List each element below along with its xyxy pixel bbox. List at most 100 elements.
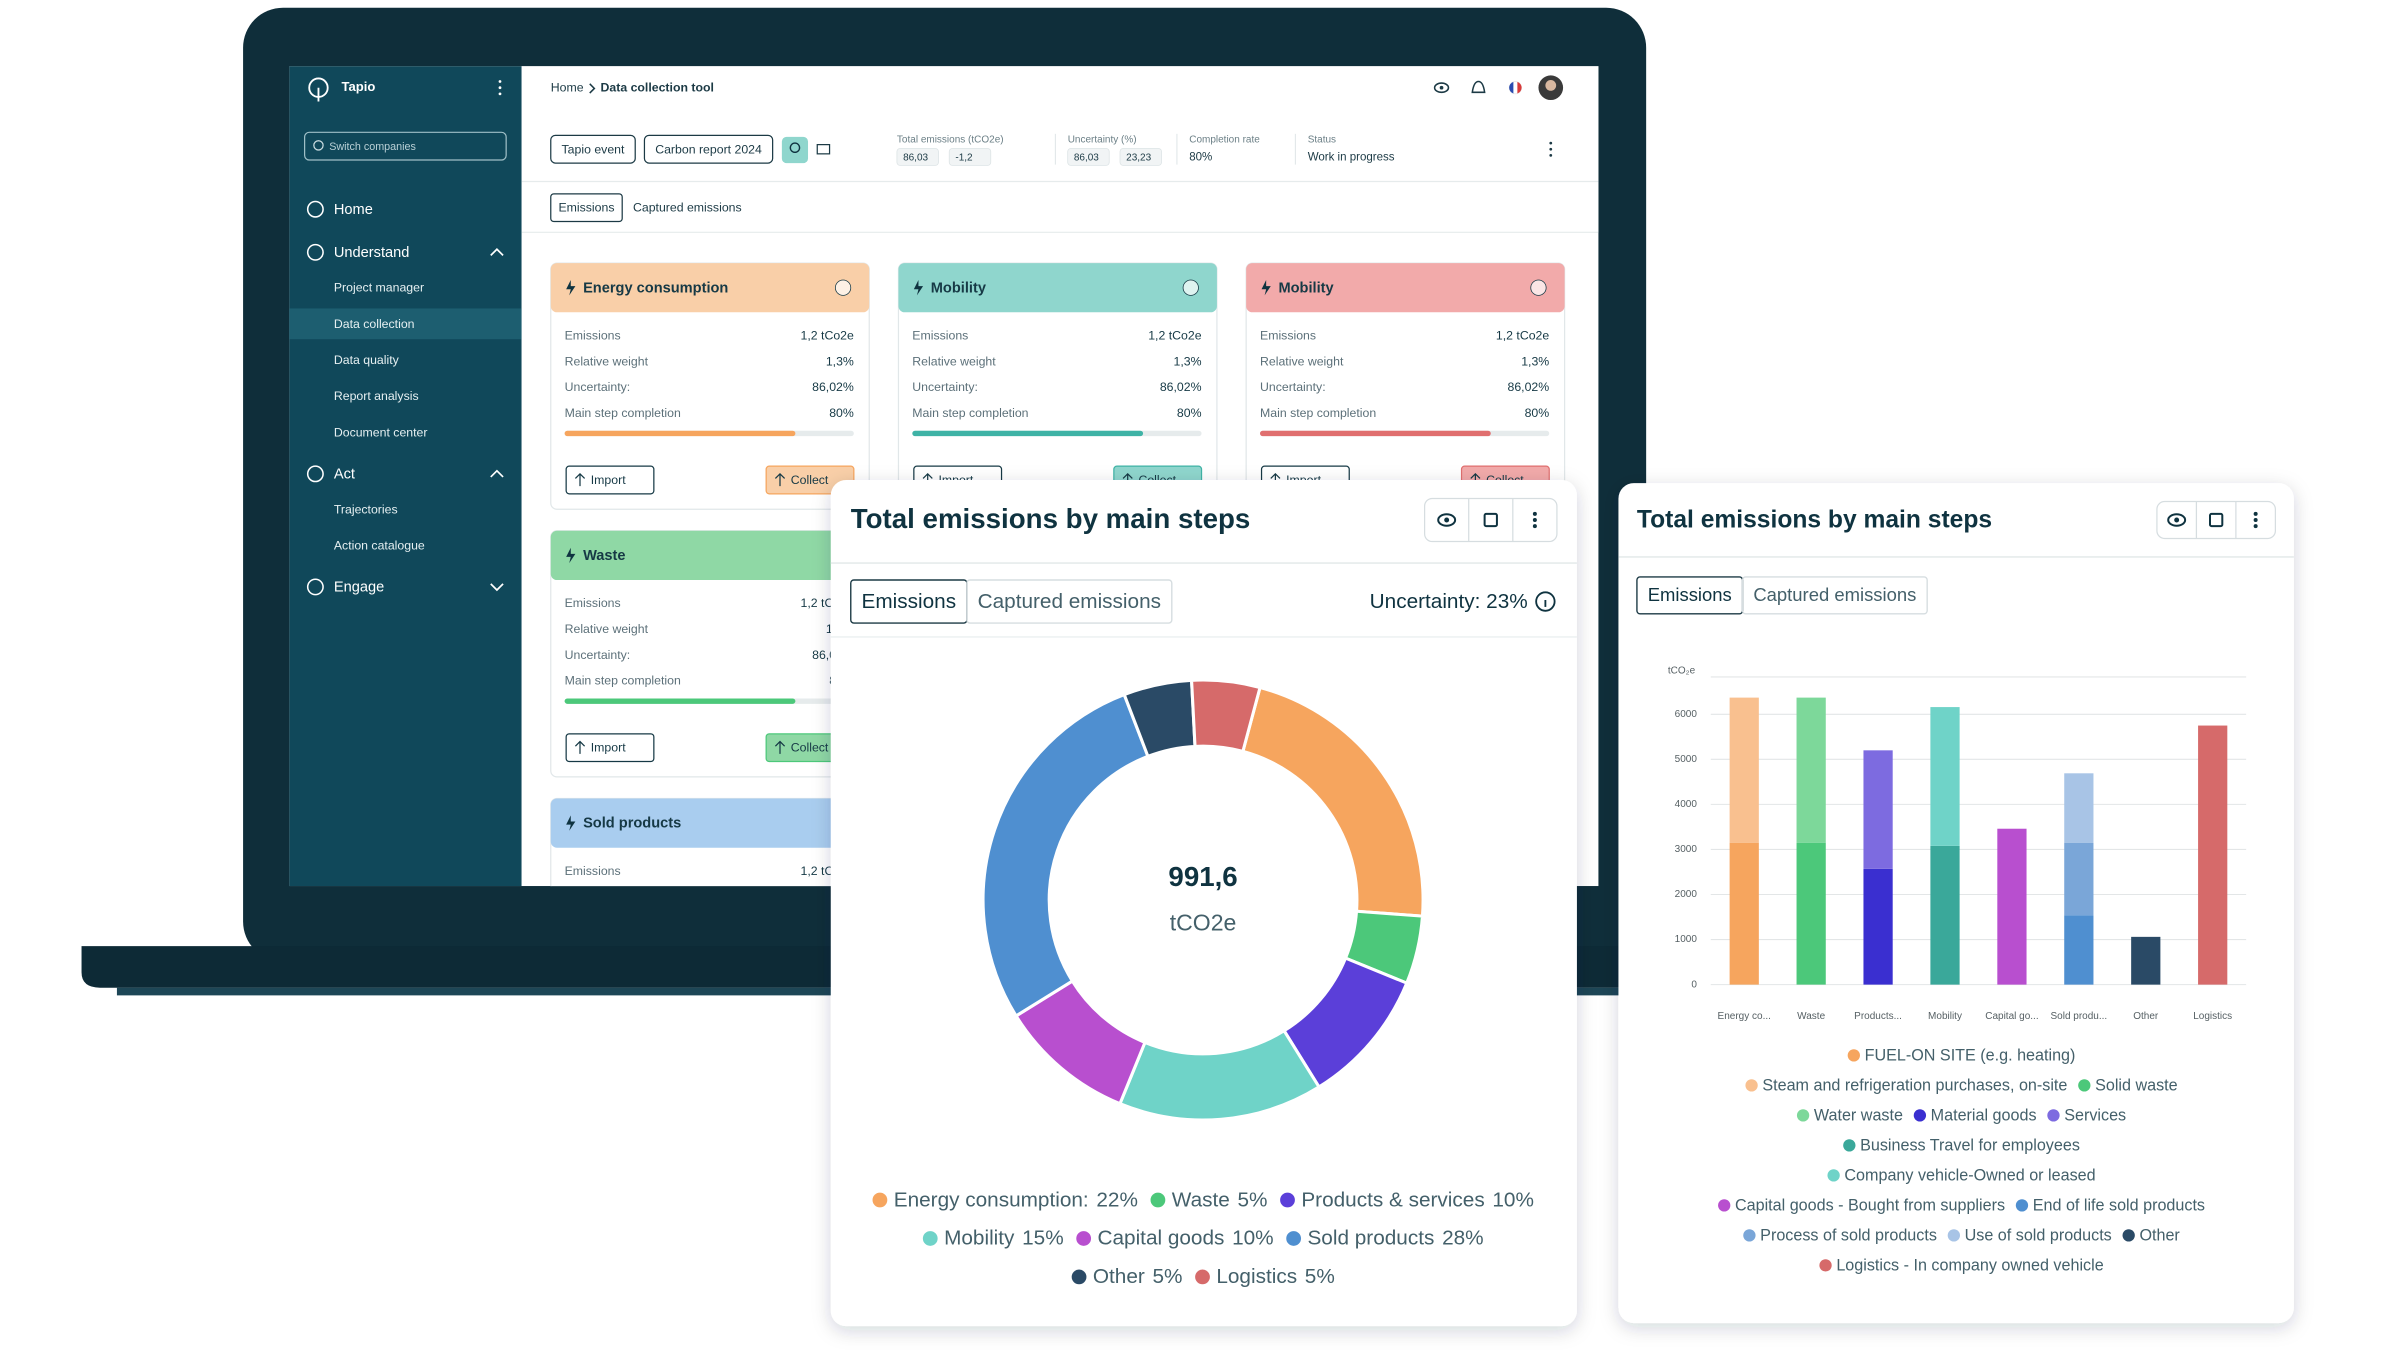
legend-label: Material goods [1931, 1106, 2037, 1124]
kebab-dot[interactable] [1549, 147, 1553, 151]
card-row-label: Main step completion [912, 406, 1028, 420]
tab[interactable] [966, 579, 1173, 624]
legend-swatch [872, 1192, 888, 1208]
y-tick-label: 6000 [1675, 709, 1698, 720]
bar-segment [1863, 750, 1893, 869]
legend-label: Sold products [1307, 1227, 1434, 1250]
progress-fill [564, 698, 796, 704]
card-info[interactable] [1182, 279, 1199, 296]
legend-label: Logistics [1216, 1265, 1297, 1288]
legend-swatch [2078, 1079, 2091, 1092]
card-info[interactable] [835, 279, 852, 296]
legend-label: Energy consumption: [894, 1188, 1089, 1211]
card-button-label[interactable]: Import [591, 473, 626, 487]
legend-value: 5% [1153, 1265, 1183, 1288]
tag-label[interactable]: Tapio event [562, 142, 625, 156]
tab-active[interactable] [550, 193, 623, 223]
nav-item[interactable]: Trajectories [334, 502, 398, 516]
card-button-label[interactable]: Collect [791, 473, 829, 487]
progress-fill [564, 430, 796, 437]
nav-item[interactable]: Report analysis [334, 389, 419, 403]
breadcrumb-chevron [589, 83, 596, 94]
donut-slice [981, 692, 1150, 1019]
search-box[interactable] [304, 131, 507, 161]
legend-label: End of life sold products [2033, 1196, 2205, 1214]
eye-icon[interactable] [1433, 82, 1450, 94]
nav-group[interactable]: Act [334, 466, 355, 482]
second-icon[interactable] [1483, 512, 1498, 528]
y-tick-label: 1000 [1675, 934, 1698, 945]
legend-label: Logistics - In company owned vehicle [1836, 1256, 2103, 1274]
legend-swatch [1819, 1259, 1832, 1272]
kebab-dot[interactable] [1532, 518, 1537, 522]
bell-icon[interactable] [1471, 80, 1486, 94]
legend-value: 28% [1442, 1227, 1484, 1250]
nav-chevron[interactable] [490, 248, 504, 256]
card-row-value: 86,02% [812, 380, 854, 394]
eye-icon[interactable] [2167, 513, 2187, 527]
legend-label: FUEL-ON SITE (e.g. heating) [1865, 1046, 2076, 1064]
legend-swatch [1913, 1109, 1927, 1122]
tab-label[interactable]: Captured emissions [978, 590, 1161, 613]
card-header [898, 263, 1217, 313]
eye-icon[interactable] [1437, 513, 1457, 527]
card-row-label: Emissions [565, 328, 621, 342]
tab-label[interactable]: Emissions [1648, 584, 1732, 605]
tab[interactable] [1741, 576, 1928, 615]
tab-label[interactable]: Captured emissions [633, 201, 742, 215]
stat-value-box [896, 148, 939, 166]
card-info[interactable] [1530, 279, 1547, 296]
card-header [550, 530, 870, 580]
nav-item[interactable]: Action catalogue [334, 538, 425, 552]
info-icon[interactable] [1535, 591, 1556, 612]
legend-swatch [1745, 1079, 1758, 1092]
card-button[interactable] [565, 465, 655, 495]
kebab-dot[interactable] [2253, 511, 2258, 516]
bar-segment [1930, 707, 1960, 846]
second-icon[interactable] [2209, 512, 2224, 528]
card-button-label[interactable]: Import [591, 741, 626, 755]
sidebar [289, 66, 522, 887]
uncertainty: Uncertainty: 23% [1370, 590, 1528, 613]
card-row-label: Relative weight [565, 622, 649, 636]
bar-segment [2064, 915, 2094, 985]
kebab-dot[interactable] [2253, 524, 2258, 529]
nav-group[interactable]: Engage [334, 580, 384, 596]
card-button[interactable] [565, 733, 655, 763]
nav-item[interactable]: Data collection [334, 317, 415, 331]
tag-label[interactable]: Carbon report 2024 [655, 142, 762, 156]
bar-segment [1863, 868, 1893, 985]
bolt-icon [913, 280, 924, 296]
tab-label[interactable]: Emissions [558, 201, 614, 215]
kebab-dot[interactable] [1549, 141, 1553, 145]
kebab-dot[interactable] [1532, 511, 1537, 516]
legend-swatch [1280, 1192, 1295, 1208]
card-row-value: 86,02% [1508, 380, 1550, 394]
nav-group[interactable]: Home [334, 202, 373, 218]
nav-item[interactable]: Project manager [334, 281, 424, 295]
card-header [1246, 263, 1565, 313]
kebab-dot[interactable] [2253, 518, 2258, 522]
tab-label[interactable]: Captured emissions [1753, 584, 1916, 605]
bolt-icon [566, 280, 576, 296]
breadcrumb[interactable]: Home [551, 81, 584, 95]
tag[interactable] [550, 134, 636, 164]
nav-chevron[interactable] [490, 469, 504, 478]
nav-chevron[interactable] [490, 583, 504, 592]
card-row-label: Main step completion [1260, 406, 1376, 420]
nav-icon [306, 200, 324, 218]
nav-group[interactable]: Understand [334, 245, 410, 261]
card-row-label: Emissions [912, 328, 968, 342]
nav-item[interactable]: Data quality [334, 353, 400, 367]
kebab-dot[interactable] [1532, 524, 1537, 529]
card-button-label[interactable]: Collect [791, 741, 829, 755]
nav-item[interactable]: Document center [334, 425, 428, 439]
pin-button[interactable] [781, 136, 809, 164]
stat-value: 23,23 [1126, 152, 1151, 163]
tag[interactable] [643, 134, 774, 164]
flag-blue [1509, 81, 1514, 94]
bank-icon[interactable] [816, 144, 831, 155]
chart-title: Total emissions by main steps [851, 503, 1251, 534]
tab-label[interactable]: Emissions [862, 590, 957, 613]
kebab-dot[interactable] [1549, 154, 1553, 157]
